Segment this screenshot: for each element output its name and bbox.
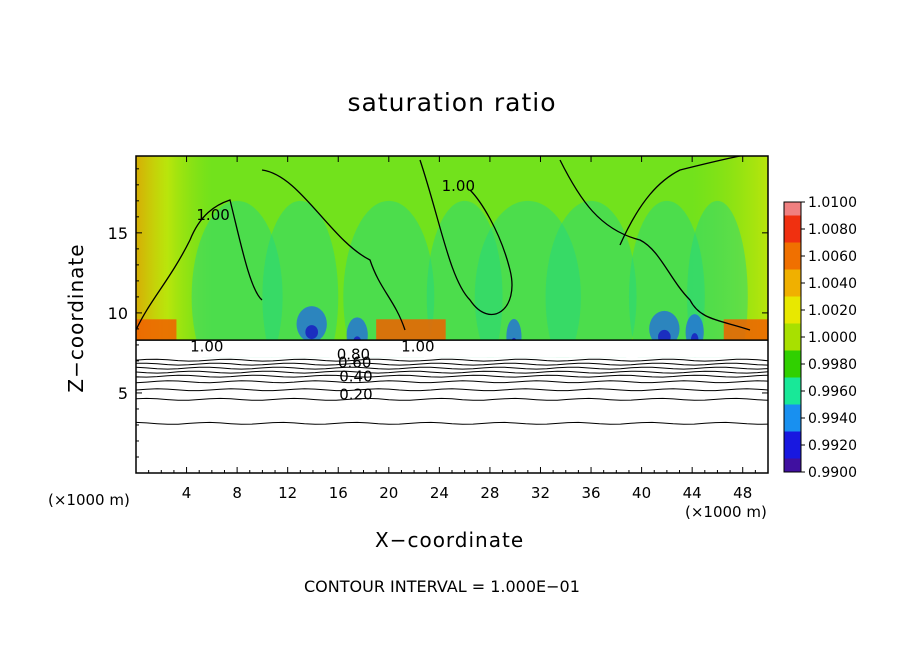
colorbar-label: 0.9940 [808,411,857,427]
contour-line [136,388,768,392]
colorbar-label: 0.9920 [808,438,857,454]
contour-line [136,362,768,366]
colorbar-label: 0.9900 [808,465,857,481]
contour-line [136,421,768,425]
colorbar-segment [784,364,801,378]
x-tick-label: 20 [379,484,398,502]
colorbar-segment [784,242,801,257]
contour-line-100 [136,199,263,331]
y-tick-label: 15 [108,224,128,243]
contour-label: 1.00 [196,206,229,224]
colorbar-segment [784,445,801,459]
contour-label: 0.80 [337,345,370,363]
colorbar-label: 1.0040 [808,276,857,292]
colorbar-label: 1.0060 [808,249,857,265]
colorbar-segment [784,377,801,392]
contour-line-100 [419,159,513,315]
colorbar-segment [784,296,801,311]
x-tick-label: 48 [733,484,752,502]
x-tick-label: 36 [581,484,600,502]
x-tick-label: 40 [632,484,651,502]
colorbar-segment [784,269,801,284]
min-value-spot [305,325,319,340]
low-value-spot [649,310,680,347]
colorbar-segment [784,458,801,473]
contour-line [136,358,768,362]
contour-line-100 [261,169,406,331]
low-value-spot [296,306,327,343]
x-tick-label: 4 [182,484,192,502]
contour-line [136,370,768,374]
x-tick-label: 12 [278,484,297,502]
x-unit-label-left: (×1000 m) [48,491,130,509]
colorbar-segment [784,283,801,297]
colorbar-segment [784,418,801,432]
colorbar-segment [784,215,801,230]
contour-interval-note: CONTOUR INTERVAL = 1.000E−01 [304,577,580,596]
colorbar-label: 1.0020 [808,303,857,319]
masked-region [136,340,768,358]
colorbar-segment [784,310,801,324]
contour-label: 0.40 [339,368,372,386]
x-tick-label: 28 [480,484,499,502]
contour-line [136,380,768,384]
colorbar-segment [784,202,801,216]
contour-line [136,366,768,370]
colorbar-label: 0.9960 [808,384,857,400]
x-axis-label: X−coordinate [375,528,525,552]
x-tick-label: 24 [430,484,449,502]
contour-label: 1.00 [401,337,434,355]
contour-label: 0.20 [339,385,372,403]
high-value-band [723,319,768,341]
colorbar-segment [784,350,801,365]
contour-line-100 [619,156,741,246]
x-tick-label: 8 [232,484,242,502]
contour-label: 0.60 [338,353,371,371]
colorbar-segment [784,323,801,338]
colorbar-label: 1.0100 [808,195,857,211]
x-tick-label: 32 [531,484,550,502]
high-value-band [136,319,177,341]
field-lower [136,357,768,473]
colorbar-segment [784,391,801,405]
y-tick-label: 5 [118,384,128,403]
y-tick-label: 10 [108,304,128,323]
colorbar-segment [784,256,801,270]
contour-line [136,397,768,401]
contour-line-100 [559,159,751,331]
x-tick-label: 44 [683,484,702,502]
colorbar-segment [784,431,801,446]
x-unit-label-right: (×1000 m) [685,503,767,521]
contour-line [136,374,768,378]
high-value-band [376,319,446,341]
colorbar-label: 0.9980 [808,357,857,373]
colorbar-segment [784,229,801,243]
chart-title: saturation ratio [347,88,557,117]
contour-label: 1.00 [442,177,475,195]
colorbar-label: 1.0000 [808,330,857,346]
contour-label: 1.00 [190,337,223,355]
colorbar-label: 1.0080 [808,222,857,238]
x-tick-label: 16 [329,484,348,502]
colorbar-segment [784,337,801,351]
colorbar-segment [784,404,801,419]
